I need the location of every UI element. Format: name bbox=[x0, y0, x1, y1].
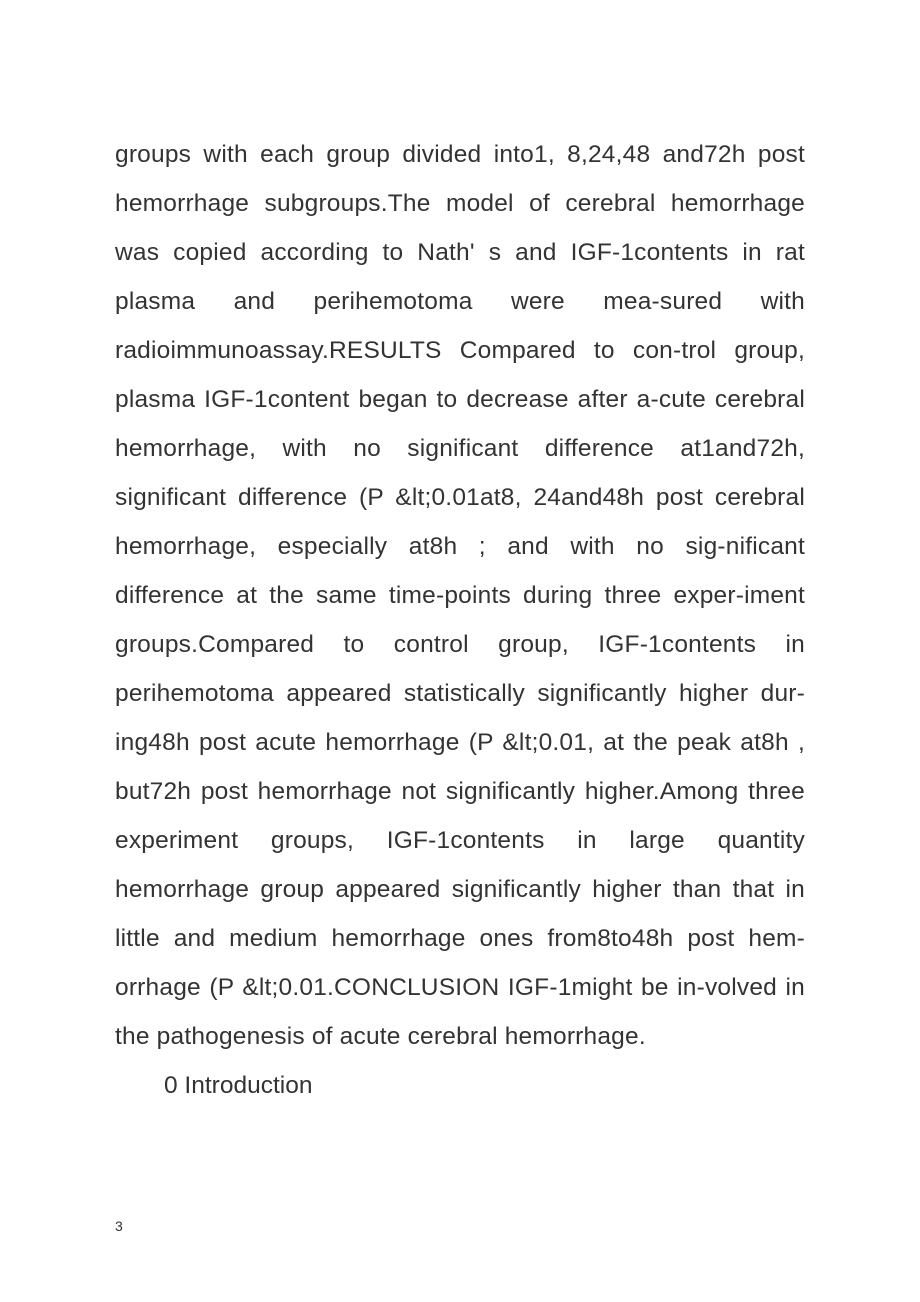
page-number: 3 bbox=[115, 1218, 123, 1234]
section-heading: 0 Introduction bbox=[115, 1061, 805, 1110]
body-paragraph: groups with each group divided into1, 8,… bbox=[115, 130, 805, 1061]
